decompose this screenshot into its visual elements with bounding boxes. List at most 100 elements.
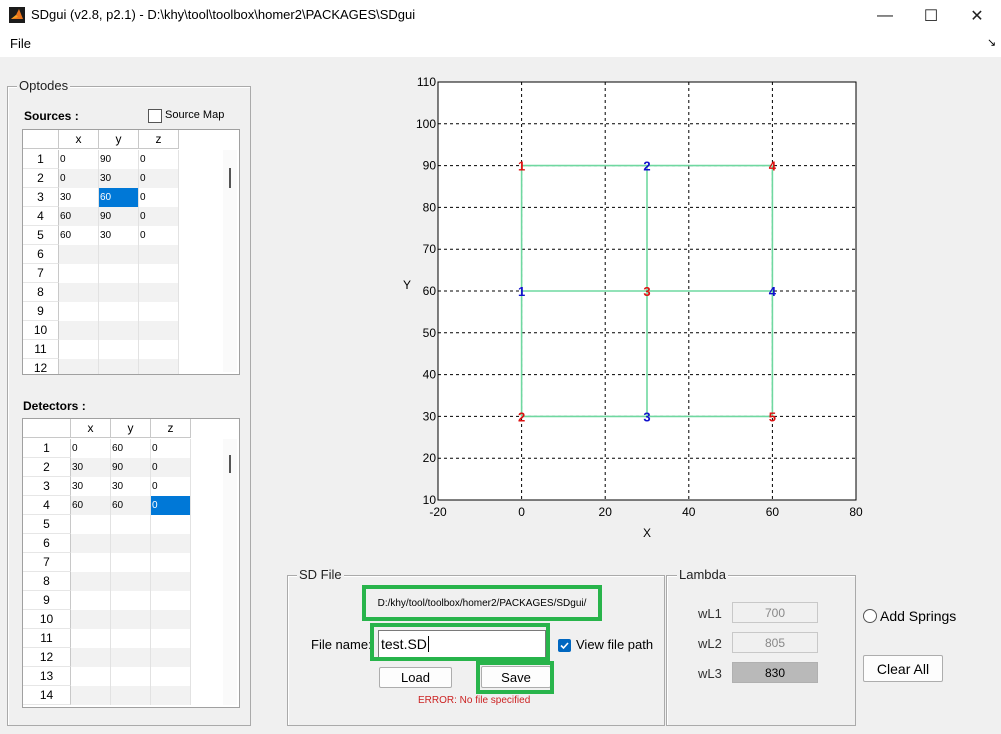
table-cell[interactable] [71, 686, 111, 705]
save-button[interactable]: Save [481, 666, 551, 688]
source-marker[interactable]: 2 [518, 409, 525, 424]
table-cell[interactable]: 60 [71, 496, 111, 515]
table-cell[interactable] [139, 321, 179, 340]
clear-all-button[interactable]: Clear All [863, 655, 943, 682]
table-cell[interactable]: 60 [111, 496, 151, 515]
table-cell[interactable] [111, 553, 151, 572]
table-cell[interactable]: 60 [59, 207, 99, 226]
wl3-field[interactable]: 830 [732, 662, 818, 683]
table-cell[interactable] [151, 534, 191, 553]
probe-geometry-chart[interactable]: -20 0 20 40 60 80 10 20 30 40 50 60 70 80 90 100 110 1 2 3… [380, 70, 880, 550]
table-cell[interactable] [139, 340, 179, 359]
load-button[interactable]: Load [379, 667, 452, 688]
table-cell[interactable]: 30 [99, 169, 139, 188]
table-cell[interactable]: 60 [111, 439, 151, 458]
view-file-path-checkbox[interactable] [558, 639, 571, 652]
table-cell[interactable]: 0 [59, 169, 99, 188]
table-cell[interactable] [151, 553, 191, 572]
table-cell[interactable] [111, 648, 151, 667]
maximize-button[interactable]: ☐ [908, 0, 954, 31]
dock-arrow-icon[interactable]: ↘ [987, 37, 997, 49]
add-springs-radio[interactable] [863, 609, 877, 623]
table-cell[interactable]: 90 [99, 150, 139, 169]
table-cell[interactable] [71, 610, 111, 629]
table-cell[interactable] [99, 321, 139, 340]
table-cell[interactable] [71, 648, 111, 667]
table-cell[interactable]: 0 [139, 169, 179, 188]
table-cell[interactable] [71, 534, 111, 553]
detector-marker[interactable]: 2 [643, 159, 650, 174]
table-cell[interactable] [71, 667, 111, 686]
table-cell[interactable] [111, 534, 151, 553]
table-cell[interactable] [99, 302, 139, 321]
table-cell[interactable]: 30 [71, 458, 111, 477]
detector-marker[interactable]: 4 [769, 284, 777, 299]
table-cell[interactable] [139, 264, 179, 283]
table-cell[interactable] [71, 553, 111, 572]
table-cell[interactable] [71, 629, 111, 648]
table-cell[interactable] [139, 359, 179, 374]
table-cell[interactable] [151, 572, 191, 591]
table-cell[interactable] [151, 591, 191, 610]
table-cell[interactable]: 30 [59, 188, 99, 207]
table-cell[interactable]: 0 [151, 477, 191, 496]
table-cell[interactable] [59, 283, 99, 302]
table-cell[interactable]: 0 [71, 439, 111, 458]
sources-scroll-thumb[interactable] [229, 168, 231, 188]
source-marker[interactable]: 5 [769, 409, 776, 424]
detectors-scroll-thumb[interactable] [229, 455, 231, 473]
minimize-button[interactable]: — [862, 0, 908, 31]
table-cell[interactable]: 0 [139, 207, 179, 226]
table-cell[interactable] [151, 667, 191, 686]
table-cell[interactable] [59, 302, 99, 321]
table-cell[interactable]: 60 [99, 188, 139, 207]
sources-table[interactable]: x y z 1 0 90 0 2 0 30 0 3 30 60 0 4 60 90 0 5 60 30 0 6 7 8 9 10… [22, 129, 240, 375]
table-cell[interactable] [59, 359, 99, 374]
table-cell[interactable] [151, 648, 191, 667]
table-cell[interactable] [59, 245, 99, 264]
table-cell[interactable] [151, 515, 191, 534]
table-cell[interactable]: 0 [151, 439, 191, 458]
table-cell[interactable]: 60 [59, 226, 99, 245]
detectors-table[interactable]: x y z 1 0 60 0 2 30 90 0 3 30 30 0 4 60 60 0 5 6 7 8 9 10 11 12… [22, 418, 240, 708]
table-cell[interactable] [151, 629, 191, 648]
table-cell[interactable] [111, 629, 151, 648]
table-cell[interactable] [99, 264, 139, 283]
table-cell[interactable] [99, 340, 139, 359]
table-cell[interactable]: 30 [99, 226, 139, 245]
table-cell[interactable] [111, 591, 151, 610]
table-cell[interactable] [71, 572, 111, 591]
table-cell[interactable] [111, 667, 151, 686]
close-button[interactable]: ✕ [954, 0, 1000, 31]
table-cell[interactable] [111, 515, 151, 534]
table-cell[interactable] [111, 572, 151, 591]
table-cell[interactable] [111, 610, 151, 629]
table-cell[interactable]: 0 [139, 226, 179, 245]
table-cell[interactable] [99, 245, 139, 264]
menu-file[interactable]: File [10, 36, 31, 51]
source-marker[interactable]: 4 [769, 159, 777, 174]
table-cell[interactable]: 90 [111, 458, 151, 477]
table-cell[interactable] [151, 610, 191, 629]
table-cell[interactable] [99, 283, 139, 302]
table-cell[interactable]: 0 [151, 496, 191, 515]
source-marker[interactable]: 1 [518, 159, 525, 174]
table-cell[interactable] [59, 340, 99, 359]
table-cell[interactable] [139, 283, 179, 302]
table-cell[interactable] [59, 264, 99, 283]
table-cell[interactable] [139, 245, 179, 264]
sources-scrollbar[interactable] [223, 150, 237, 372]
table-cell[interactable]: 0 [139, 150, 179, 169]
source-map-checkbox[interactable] [148, 109, 162, 123]
detectors-scrollbar[interactable] [223, 439, 237, 705]
table-cell[interactable] [71, 515, 111, 534]
table-cell[interactable]: 30 [71, 477, 111, 496]
file-name-input[interactable]: test.SD [378, 630, 546, 658]
source-marker[interactable]: 3 [643, 284, 650, 299]
table-cell[interactable]: 90 [99, 207, 139, 226]
table-cell[interactable] [139, 302, 179, 321]
detector-marker[interactable]: 3 [643, 409, 650, 424]
table-cell[interactable]: 0 [59, 150, 99, 169]
wl2-field[interactable]: 805 [732, 632, 818, 653]
table-cell[interactable] [99, 359, 139, 374]
